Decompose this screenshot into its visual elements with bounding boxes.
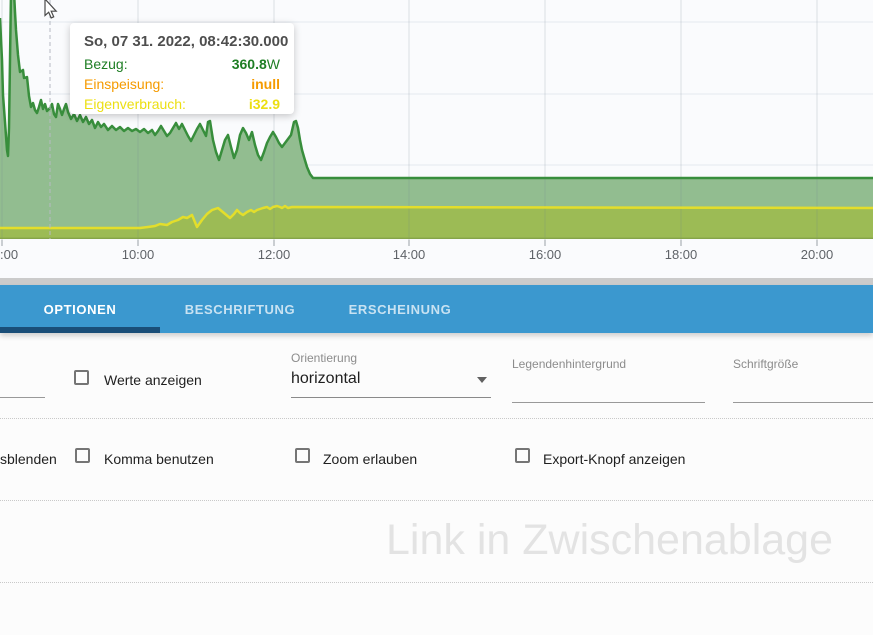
legendenhintergrund-input[interactable] xyxy=(512,402,705,403)
tooltip-row: Einspeisung: inull xyxy=(84,74,280,94)
checkbox-komma-benutzen[interactable] xyxy=(75,448,90,463)
checkbox-export-knopf[interactable] xyxy=(515,448,530,463)
svg-text:12:00: 12:00 xyxy=(258,247,291,262)
tab-bar: OPTIONEN BESCHRIFTUNG ERSCHEINUNG xyxy=(0,285,873,333)
select-value: horizontal xyxy=(291,370,361,387)
orientierung-select[interactable]: Orientierung horizontal xyxy=(291,351,491,398)
chart[interactable]: :00 10:00 12:00 14:00 16:00 18:00 20:00 So, 07… xyxy=(0,0,873,278)
tooltip-title: So, 07 31. 2022, 08:42:30.000 xyxy=(84,33,289,50)
checkbox-label: Export-Knopf anzeigen xyxy=(543,451,686,467)
chevron-down-icon xyxy=(477,377,487,383)
mouse-cursor-icon xyxy=(44,0,58,19)
tab-erscheinung[interactable]: ERSCHEINUNG xyxy=(320,285,480,333)
chart-plot[interactable]: :00 10:00 12:00 14:00 16:00 18:00 20:00 xyxy=(0,0,873,278)
tooltip-series-value: 360.8 xyxy=(231,56,267,72)
svg-text::00: :00 xyxy=(0,247,18,262)
options-panel: Werte anzeigen Orientierung horizontal L… xyxy=(0,333,873,635)
svg-text:16:00: 16:00 xyxy=(529,247,562,262)
svg-text:14:00: 14:00 xyxy=(393,247,426,262)
cut-off-input[interactable] xyxy=(0,397,45,398)
checkbox-zoom-erlauben[interactable] xyxy=(295,448,310,463)
svg-text:10:00: 10:00 xyxy=(122,247,155,262)
tooltip-series-label: Einspeisung: xyxy=(84,76,165,92)
tooltip-row: Eigenverbrauch: i32.9 xyxy=(84,94,280,114)
section-divider xyxy=(0,500,873,501)
cut-off-checkbox-label: sblenden xyxy=(0,451,57,467)
checkbox-label: Komma benutzen xyxy=(104,451,214,467)
tooltip-series-unit: W xyxy=(266,56,280,72)
field-label: Legendenhintergrund xyxy=(512,357,627,371)
svg-text:20:00: 20:00 xyxy=(801,247,834,262)
tooltip-series-value: i32.9 xyxy=(248,96,280,112)
select-label: Orientierung xyxy=(291,351,358,365)
field-label: Schriftgröße xyxy=(733,357,799,371)
tab-label: OPTIONEN xyxy=(43,301,117,317)
toast-message: Link in Zwischenablage xyxy=(386,516,833,564)
chart-tooltip: So, 07 31. 2022, 08:42:30.000 Bezug: 360… xyxy=(70,23,294,114)
tab-label: ERSCHEINUNG xyxy=(348,301,452,317)
checkbox-label: Werte anzeigen xyxy=(104,372,202,388)
checkbox-label: Zoom erlauben xyxy=(323,451,418,467)
tooltip-series-label: Eigenverbrauch: xyxy=(84,96,186,112)
tooltip-row: Bezug: 360.8W xyxy=(84,54,280,74)
tab-label: BESCHRIFTUNG xyxy=(184,301,296,317)
tooltip-series-label: Bezug: xyxy=(84,56,128,72)
tooltip-series-value: inull xyxy=(251,76,280,92)
checkbox-werte-anzeigen[interactable] xyxy=(74,370,89,385)
section-divider xyxy=(0,582,873,583)
panel-divider xyxy=(0,278,873,285)
svg-text:18:00: 18:00 xyxy=(665,247,698,262)
tab-optionen[interactable]: OPTIONEN xyxy=(0,285,160,333)
tab-beschriftung[interactable]: BESCHRIFTUNG xyxy=(160,285,320,333)
active-tab-underline xyxy=(0,327,160,333)
schriftgroesse-input[interactable] xyxy=(733,402,873,403)
section-divider xyxy=(0,418,873,419)
